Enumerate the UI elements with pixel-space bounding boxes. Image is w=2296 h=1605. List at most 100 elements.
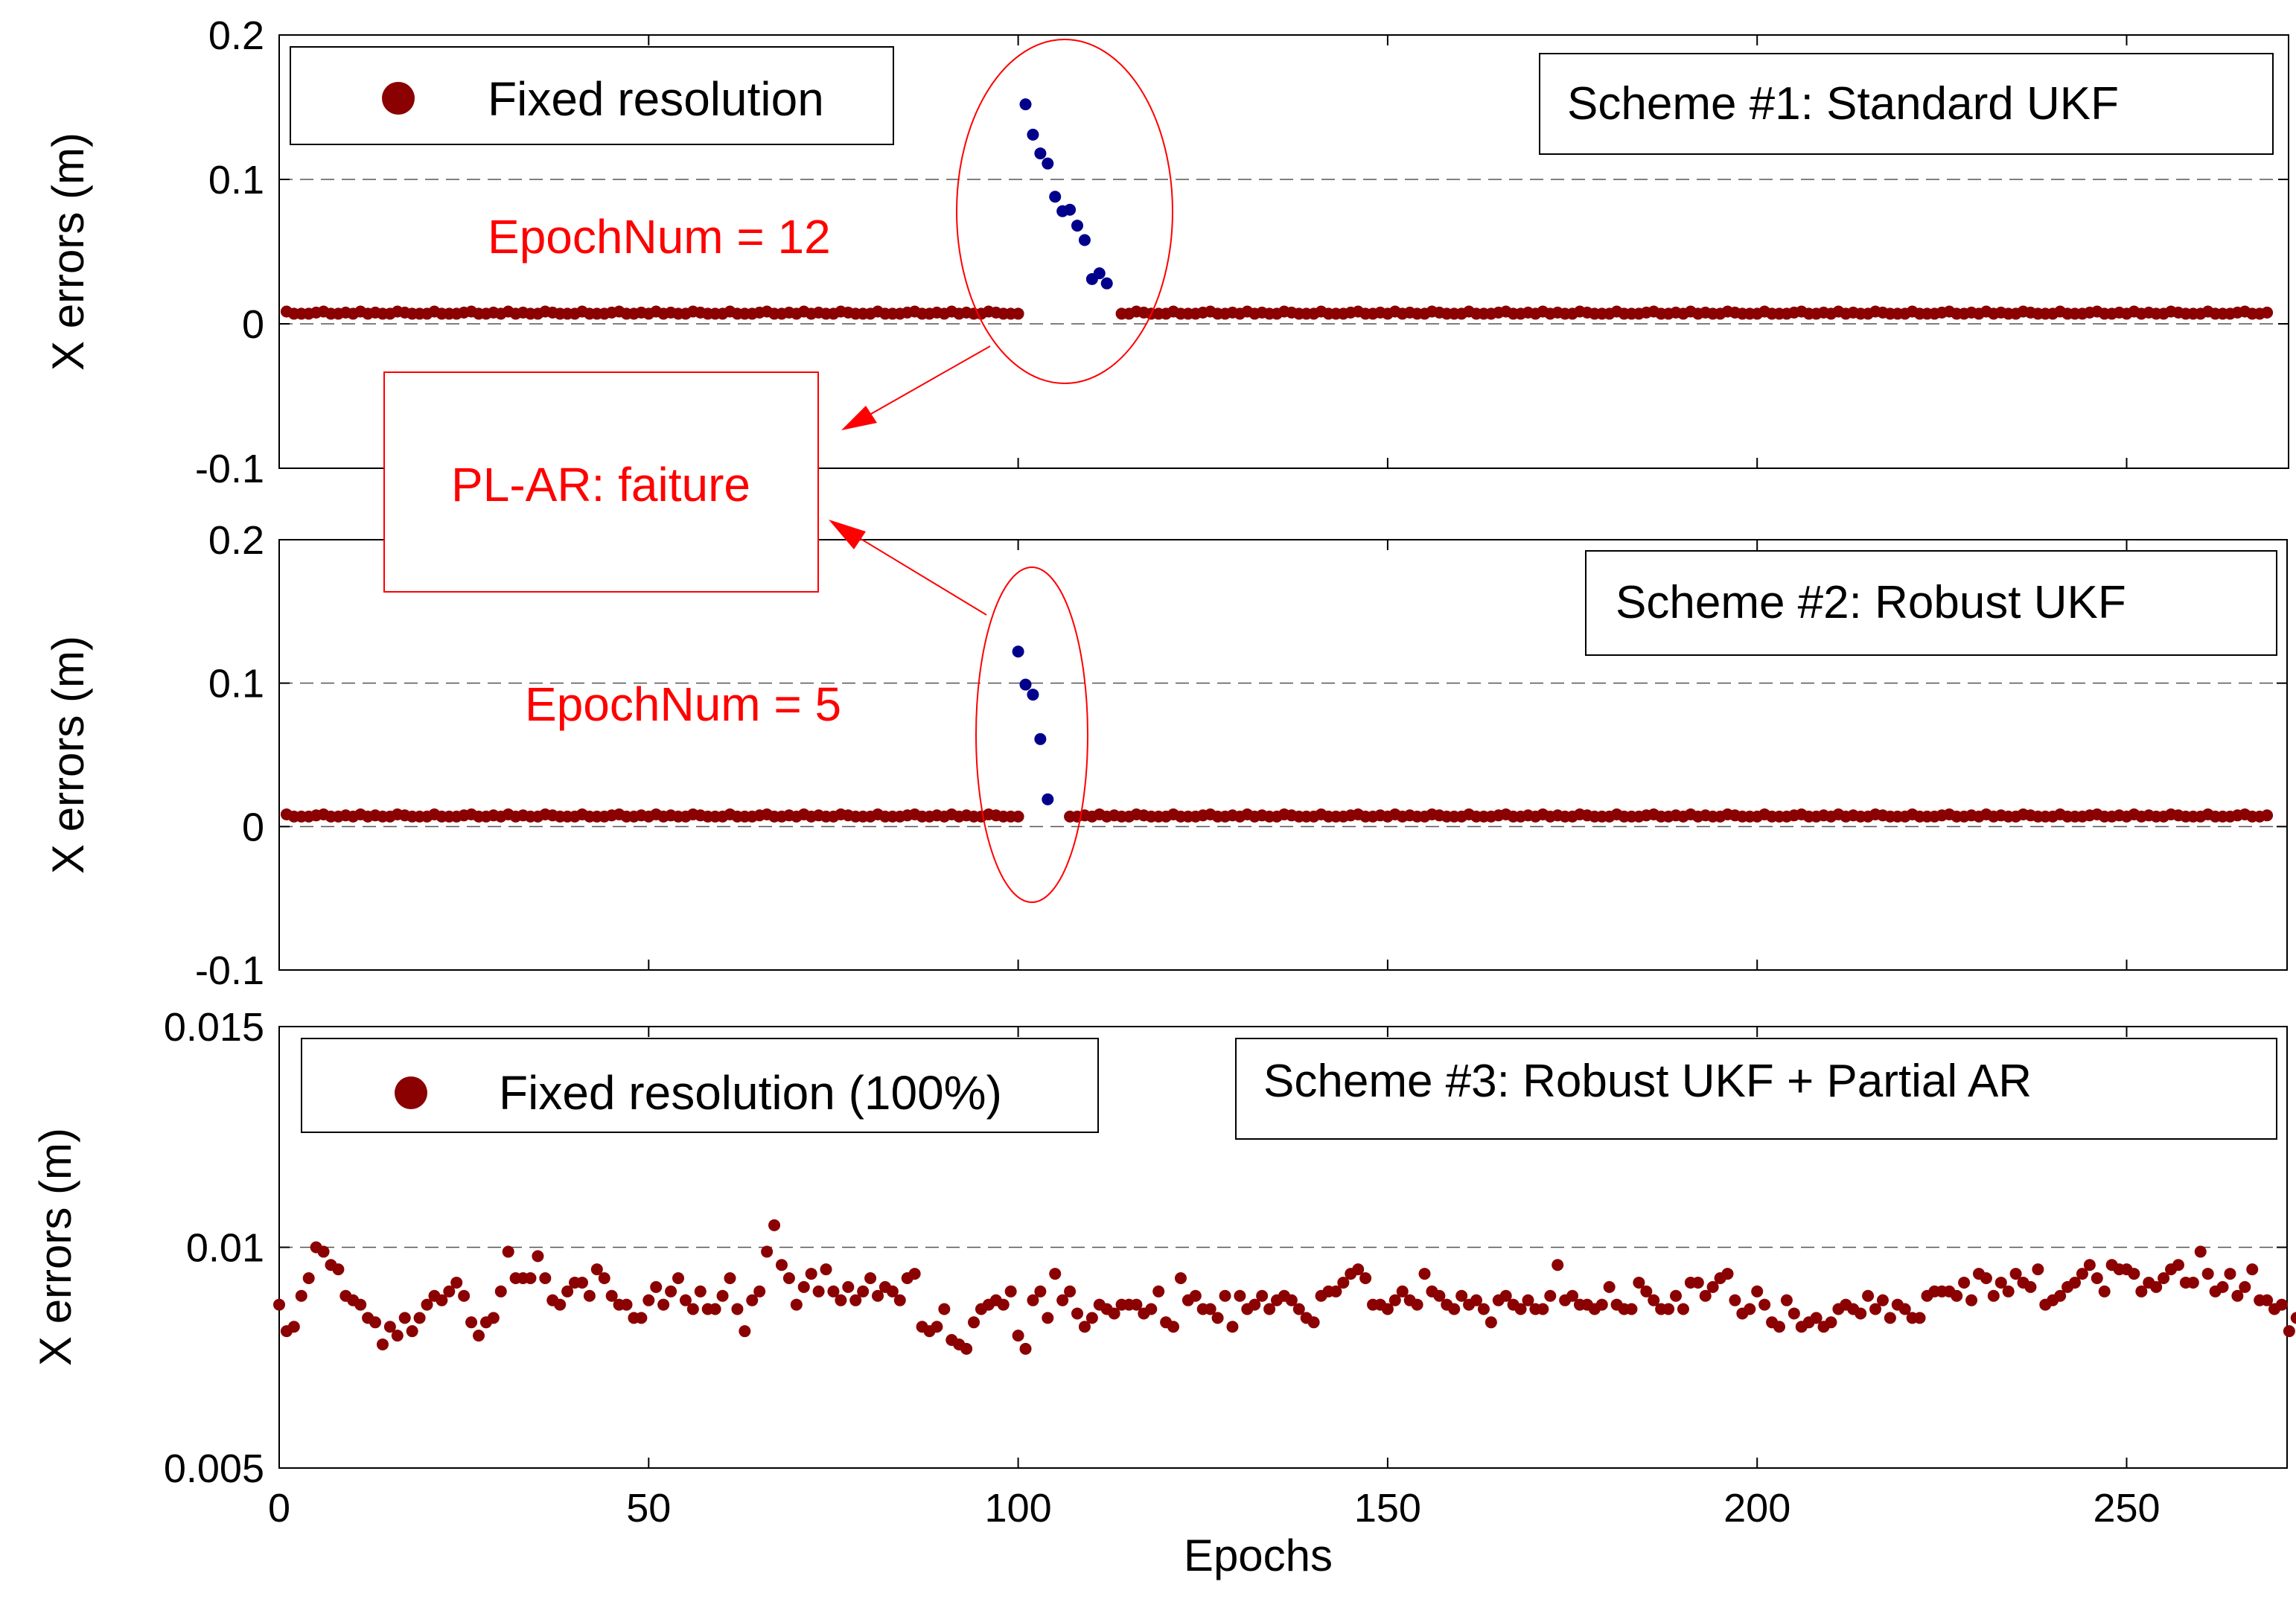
panel-1-grid <box>279 179 2289 325</box>
fixed-point <box>849 1294 862 1306</box>
fixed-point <box>1913 1312 1926 1324</box>
fixed-point <box>2076 1268 2088 1280</box>
fixed-point <box>2069 1276 2082 1289</box>
fixed-point <box>1130 1298 1143 1311</box>
fixed-point <box>1226 1321 1239 1333</box>
fixed-point <box>1448 1303 1461 1315</box>
fixed-point <box>465 1316 478 1329</box>
fixed-point <box>2009 1268 2022 1280</box>
y-tick-label: 0 <box>242 302 264 347</box>
fixed-point <box>1418 1268 1431 1280</box>
fixed-point <box>554 1298 567 1311</box>
y-tick-label: 0.005 <box>164 1446 264 1491</box>
panel-3-y-ticks: 0.015 0.01 0.005 <box>164 1005 2287 1491</box>
fixed-point <box>1670 1289 1683 1302</box>
fixed-point <box>709 1303 721 1315</box>
panel-3-scheme-label: Scheme #3: Robust UKF + Partial AR <box>1263 1056 2032 1107</box>
fixed-point <box>1595 1298 1608 1311</box>
fixed-point <box>2239 1280 2251 1293</box>
panel-3-marks <box>273 1219 2296 1355</box>
fixed-point <box>2002 1285 2015 1298</box>
fixed-point <box>1862 1289 1875 1302</box>
fixed-point <box>642 1294 655 1306</box>
fixed-point <box>1285 1294 1298 1306</box>
panel-2-scheme-box: Scheme #2: Robust UKF <box>1585 550 2277 656</box>
fixed-point <box>864 1272 877 1285</box>
float-point <box>1049 191 1062 203</box>
fixed-point <box>1307 1316 1320 1329</box>
fixed-point <box>524 1272 537 1285</box>
fixed-point <box>2275 1298 2288 1311</box>
fixed-point <box>1951 1289 1963 1302</box>
fixed-point <box>960 1342 973 1355</box>
fixed-point <box>1012 810 1024 823</box>
fixed-point <box>1537 1303 1549 1315</box>
fixed-point <box>716 1289 729 1302</box>
panel-2-marks <box>280 645 2274 823</box>
fixed-point <box>605 1289 618 1302</box>
panel-2-epoch-annotation: EpochNum = 5 <box>525 677 841 731</box>
fixed-point <box>886 1285 899 1298</box>
panel-1-marks <box>280 98 2274 320</box>
panel-3-legend-box <box>301 1038 1099 1133</box>
x-tick-label: 200 <box>1723 1486 1790 1531</box>
fixed-point <box>1189 1289 1202 1302</box>
fixed-point <box>2261 306 2274 319</box>
x-tick-label: 250 <box>2093 1486 2160 1531</box>
fixed-point <box>1699 1289 1712 1302</box>
fixed-point <box>2172 1259 2184 1271</box>
y-tick-label: -0.1 <box>195 948 264 993</box>
panel-2-highlight-ellipse <box>975 567 1088 903</box>
fixed-point <box>539 1272 552 1285</box>
fixed-point <box>842 1280 855 1293</box>
fixed-point <box>2261 1294 2274 1306</box>
fixed-point <box>287 1321 300 1333</box>
panel-1-axes <box>278 34 2289 469</box>
panel-3: 0.015 0.01 0.005 0 50 100 150 200 250 X errors … <box>31 1005 2296 1580</box>
fixed-point <box>354 1298 367 1311</box>
fixed-point <box>1706 1280 1719 1293</box>
panel-3-legend: Fixed resolution (100%) <box>301 1038 1099 1133</box>
fixed-point <box>1825 1316 1837 1329</box>
fixed-point <box>2216 1280 2229 1293</box>
fixed-point <box>2024 1280 2037 1293</box>
float-point <box>1071 220 1084 232</box>
panel-3-x-ticks: 0 50 100 150 200 250 <box>268 1027 2161 1531</box>
fixed-point <box>1744 1303 1756 1315</box>
fixed-point <box>1566 1289 1579 1302</box>
float-point <box>1027 689 1039 701</box>
fixed-point <box>931 1321 943 1333</box>
fixed-point <box>968 1316 980 1329</box>
fixed-point <box>746 1294 759 1306</box>
fixed-point <box>797 1280 810 1293</box>
fixed-point <box>1145 1303 1158 1315</box>
fixed-point <box>494 1285 507 1298</box>
fixed-point <box>1625 1303 1638 1315</box>
fixed-point <box>1485 1316 1497 1329</box>
fixed-point <box>421 1298 433 1311</box>
fixed-point <box>790 1298 803 1311</box>
fixed-point <box>1965 1294 1978 1306</box>
fixed-point <box>1994 1276 2007 1289</box>
fixed-point <box>657 1298 670 1311</box>
fixed-point <box>502 1245 514 1258</box>
panel-1-epoch-annotation: EpochNum = 12 <box>488 210 831 264</box>
fixed-point <box>450 1276 463 1289</box>
fixed-point <box>1042 1312 1054 1324</box>
fixed-point <box>473 1330 485 1342</box>
fixed-point <box>1381 1303 1394 1315</box>
fixed-point <box>1898 1303 1911 1315</box>
fixed-point <box>391 1330 404 1342</box>
fixed-point <box>753 1285 766 1298</box>
float-point <box>1064 203 1077 216</box>
y-tick-label: 0.1 <box>208 662 264 706</box>
fixed-point <box>1249 1298 1261 1311</box>
fixed-point <box>1167 1321 1180 1333</box>
fixed-point <box>436 1294 448 1306</box>
fixed-point <box>1876 1294 1889 1306</box>
fixed-point <box>1108 1307 1120 1320</box>
fixed-point <box>724 1272 736 1285</box>
fixed-point <box>1470 1294 1483 1306</box>
x-tick-label: 150 <box>1354 1486 1421 1531</box>
callout-arrowhead-2 <box>829 520 866 549</box>
